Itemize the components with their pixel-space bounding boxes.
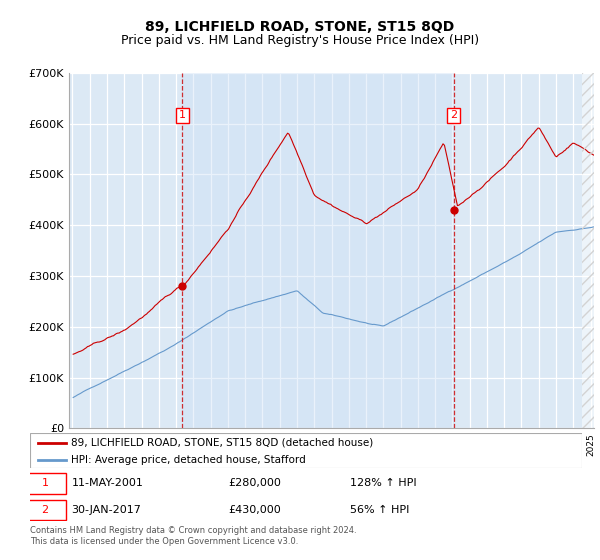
Text: 89, LICHFIELD ROAD, STONE, ST15 8QD: 89, LICHFIELD ROAD, STONE, ST15 8QD — [145, 20, 455, 34]
Text: 89, LICHFIELD ROAD, STONE, ST15 8QD (detached house): 89, LICHFIELD ROAD, STONE, ST15 8QD (det… — [71, 437, 374, 447]
Bar — [582, 73, 594, 428]
Text: 30-JAN-2017: 30-JAN-2017 — [71, 505, 141, 515]
Text: 2: 2 — [450, 110, 457, 120]
Text: £430,000: £430,000 — [229, 505, 281, 515]
Text: Contains HM Land Registry data © Crown copyright and database right 2024.
This d: Contains HM Land Registry data © Crown c… — [30, 526, 356, 546]
Text: £280,000: £280,000 — [229, 478, 281, 488]
FancyBboxPatch shape — [25, 473, 66, 493]
Text: 11-MAY-2001: 11-MAY-2001 — [71, 478, 143, 488]
Bar — [582, 73, 594, 428]
Text: 1: 1 — [179, 110, 186, 120]
Text: 56% ↑ HPI: 56% ↑ HPI — [350, 505, 410, 515]
Text: 128% ↑ HPI: 128% ↑ HPI — [350, 478, 417, 488]
FancyBboxPatch shape — [25, 500, 66, 520]
Text: HPI: Average price, detached house, Stafford: HPI: Average price, detached house, Staf… — [71, 455, 306, 465]
FancyBboxPatch shape — [30, 433, 582, 468]
Bar — [182, 73, 454, 428]
Text: Price paid vs. HM Land Registry's House Price Index (HPI): Price paid vs. HM Land Registry's House … — [121, 34, 479, 46]
Text: 2: 2 — [41, 505, 49, 515]
Text: 1: 1 — [41, 478, 49, 488]
